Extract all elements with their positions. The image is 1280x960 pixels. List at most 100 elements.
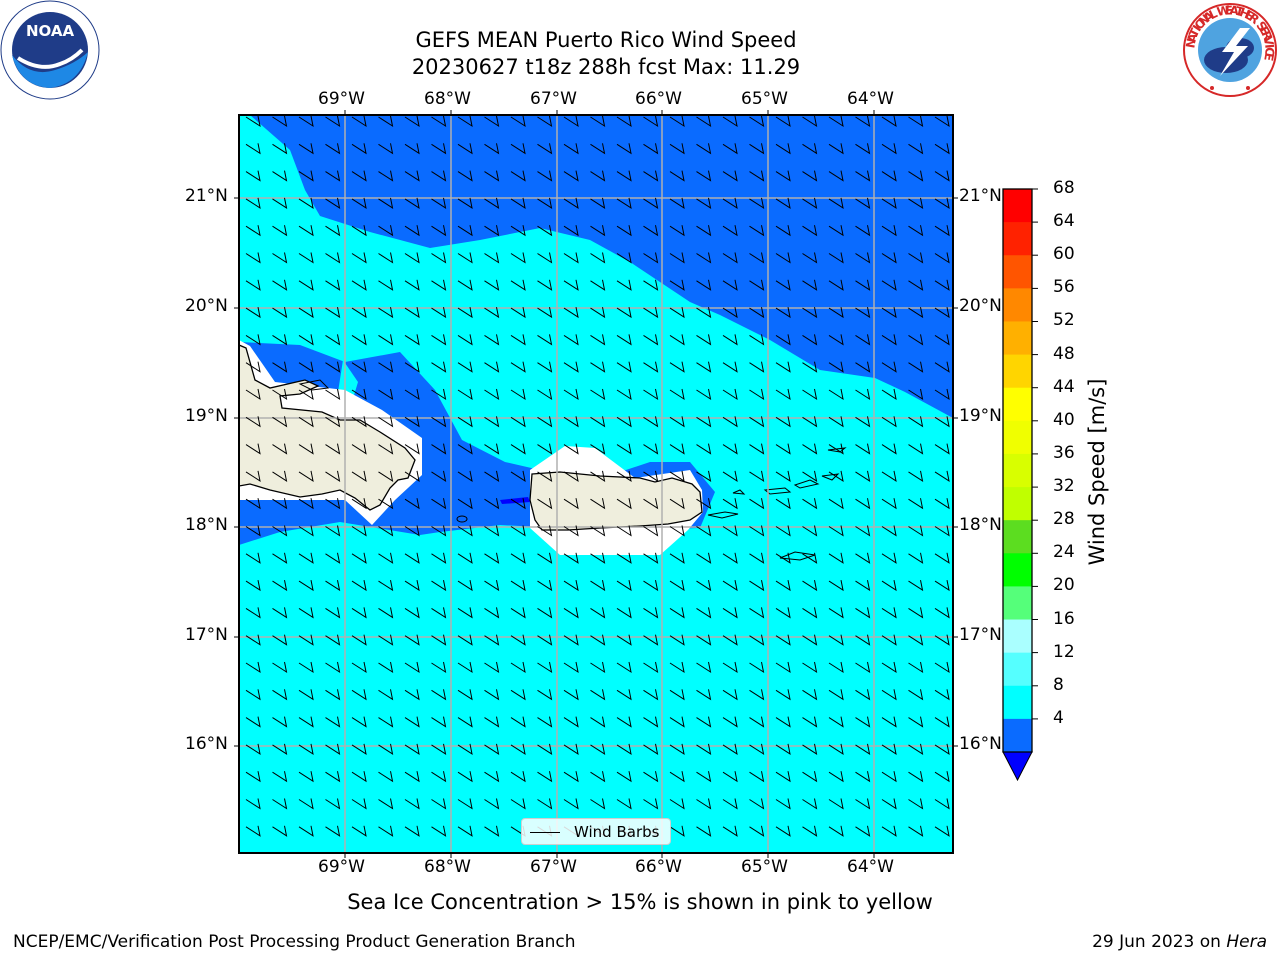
- wind-barb: [802, 552, 818, 564]
- wind-barb: [298, 634, 314, 646]
- wind-barb: [722, 470, 738, 482]
- wind-barb: [563, 388, 579, 401]
- wind-barb: [590, 470, 606, 482]
- wind-barb: [590, 443, 606, 455]
- wind-barb: [643, 743, 659, 755]
- wind-barb: [616, 170, 632, 182]
- wind-barb: [802, 252, 818, 264]
- wind-barb: [404, 661, 420, 674]
- lat-label-left: 19°N: [185, 406, 228, 426]
- wind-barb: [696, 825, 712, 837]
- wind-barb: [908, 771, 924, 783]
- wind-barb: [484, 252, 500, 264]
- lat-label-right: 21°N: [959, 186, 1002, 206]
- wind-barb: [722, 634, 738, 646]
- wind-barb: [749, 798, 765, 810]
- wind-barb: [457, 388, 473, 401]
- lon-label-bottom: 67°W: [530, 857, 577, 877]
- wind-barb: [510, 443, 526, 455]
- wind-barb: [404, 115, 420, 128]
- wind-barb: [749, 416, 765, 428]
- wind-barb: [431, 661, 447, 674]
- wind-barb: [722, 143, 738, 155]
- legend-line-sample: [530, 832, 560, 833]
- wind-barb: [457, 361, 473, 373]
- wind-barb: [563, 416, 579, 428]
- wind-barb: [245, 470, 261, 482]
- wind-barb: [775, 143, 791, 155]
- wind-barb: [722, 197, 738, 209]
- wind-barb: [775, 115, 791, 128]
- wind-barb: [590, 225, 606, 237]
- colorbar-segment: [1003, 222, 1032, 256]
- wind-barb: [563, 634, 579, 646]
- wind-barb: [537, 334, 553, 346]
- wind-barb: [378, 743, 394, 755]
- wind-barb: [908, 307, 924, 319]
- wind-barb: [802, 825, 818, 837]
- wind-barb: [828, 334, 844, 346]
- wind-barb: [828, 143, 844, 155]
- wind-barb: [749, 607, 765, 619]
- wind-barb: [749, 225, 765, 237]
- wind-barb: [245, 279, 261, 291]
- wind-barb: [802, 197, 818, 209]
- wind-barbs-legend: Wind Barbs: [521, 818, 671, 845]
- wind-barb: [775, 170, 791, 182]
- wind-barb: [351, 252, 367, 264]
- wind-barb: [378, 634, 394, 646]
- wind-barb: [272, 225, 288, 237]
- wind-barb: [669, 252, 685, 264]
- wind-barb: [298, 225, 314, 237]
- wind-barb: [590, 143, 606, 155]
- wind-barb: [855, 798, 871, 810]
- wind-barb: [643, 716, 659, 728]
- wind-barb: [855, 498, 871, 510]
- wind-barb: [775, 197, 791, 209]
- wind-barb: [802, 580, 818, 592]
- wind-barb: [298, 307, 314, 319]
- colorbar-tick-label: 68: [1053, 178, 1075, 198]
- wind-barb: [908, 716, 924, 728]
- wind-barb: [722, 443, 738, 455]
- puerto-rico-land: [529, 471, 703, 531]
- wind-barb: [855, 307, 871, 319]
- wind-barb: [537, 498, 553, 510]
- wind-barb: [245, 443, 261, 455]
- lon-label-bottom: 65°W: [741, 857, 788, 877]
- wind-barb: [590, 115, 606, 128]
- colorbar-segment: [1003, 652, 1032, 687]
- wind-barb: [749, 634, 765, 646]
- wind-barb: [669, 225, 685, 237]
- wind-barb: [934, 825, 950, 837]
- wind-barb: [616, 252, 632, 264]
- wind-barb: [457, 443, 473, 455]
- wind-barb: [272, 279, 288, 291]
- low-wind-patch: [500, 497, 530, 504]
- wind-barb: [934, 552, 950, 564]
- wind-barb: [431, 552, 447, 564]
- wind-barb: [351, 661, 367, 674]
- wind-barb: [298, 798, 314, 810]
- wind-barb: [537, 252, 553, 264]
- wind-barb: [669, 689, 685, 701]
- wind-barb: [722, 498, 738, 510]
- wind-barb: [696, 552, 712, 564]
- wind-barb: [828, 825, 844, 837]
- wind-barb: [431, 525, 447, 537]
- wind-barbs: [245, 115, 950, 837]
- colorbar-extend-arrow: [1002, 751, 1033, 782]
- colorbar-tick-label: 52: [1053, 310, 1075, 331]
- colorbar-tick-label: 56: [1053, 277, 1075, 298]
- wind-barb: [722, 388, 738, 401]
- wind-barb: [934, 115, 950, 128]
- wind-barb: [749, 334, 765, 346]
- wind-barb: [749, 716, 765, 728]
- lat-label-left: 20°N: [185, 296, 228, 316]
- wind-barb: [828, 225, 844, 237]
- wind-barb: [563, 689, 579, 701]
- wind-barb: [272, 334, 288, 346]
- wind-barb: [828, 307, 844, 319]
- wind-barb: [908, 689, 924, 701]
